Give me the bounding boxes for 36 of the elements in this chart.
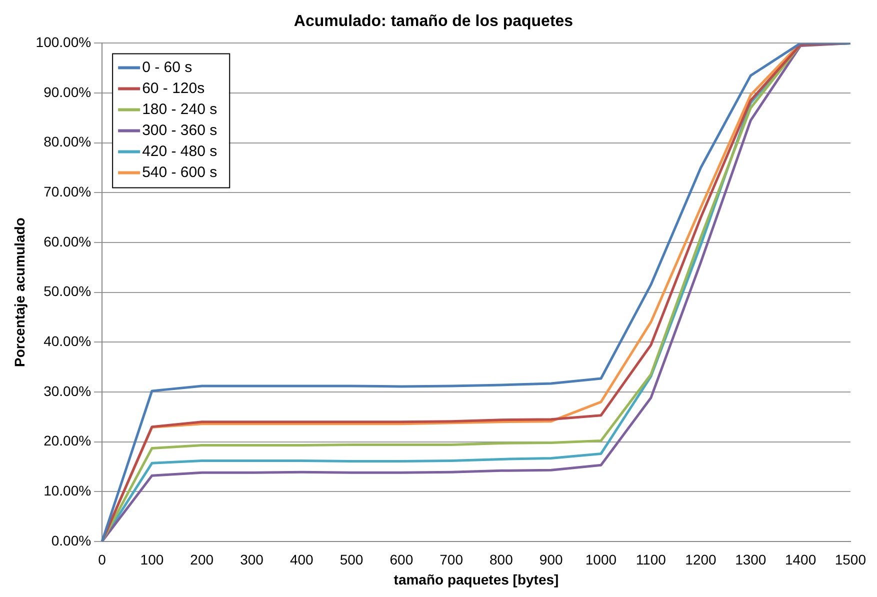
x-tick-label: 100: [140, 552, 164, 568]
x-tick-label: 1500: [834, 552, 866, 568]
y-tick-label: 10.00%: [44, 482, 92, 498]
x-tick-label: 0: [98, 552, 106, 568]
x-tick-label: 1200: [685, 552, 717, 568]
x-axis-title: tamaño paquetes [bytes]: [394, 571, 559, 588]
x-tick-label: 500: [340, 552, 364, 568]
y-tick-label: 60.00%: [44, 233, 92, 250]
x-tick-label: 1400: [784, 552, 816, 568]
y-axis-title: Porcentaje acumulado: [11, 218, 28, 367]
x-tick-label: 1300: [735, 552, 766, 568]
y-tick-label: 90.00%: [44, 84, 92, 100]
x-tick-label: 600: [390, 552, 414, 568]
legend-label: 180 - 240 s: [142, 100, 218, 118]
y-tick-label: 100.00%: [36, 34, 92, 50]
legend-label: 540 - 600 s: [142, 164, 218, 181]
x-tick-label: 1100: [636, 552, 666, 568]
x-tick-label: 1000: [585, 552, 617, 568]
y-tick-label: 0.00%: [51, 532, 92, 548]
y-tick-label: 50.00%: [44, 283, 92, 300]
y-tick-label: 40.00%: [44, 332, 92, 349]
y-tick-label: 70.00%: [44, 184, 92, 200]
x-tick-label: 200: [190, 552, 214, 568]
y-tick-label: 20.00%: [44, 432, 92, 449]
x-tick-label: 900: [539, 552, 563, 568]
y-tick-label: 80.00%: [44, 134, 92, 150]
legend-label: 420 - 480 s: [142, 142, 218, 160]
chart-title: Acumulado: tamaño de los paquetes: [294, 13, 574, 30]
legend-label: 0 - 60 s: [142, 58, 192, 76]
legend-label: 300 - 360 s: [142, 122, 218, 139]
y-tick-label: 30.00%: [44, 382, 92, 399]
x-tick-label: 800: [490, 552, 514, 568]
legend-label: 60 - 120s: [142, 80, 205, 97]
x-tick-label: 300: [240, 552, 264, 568]
x-tick-label: 400: [290, 552, 314, 568]
x-tick-label: 700: [440, 552, 464, 568]
